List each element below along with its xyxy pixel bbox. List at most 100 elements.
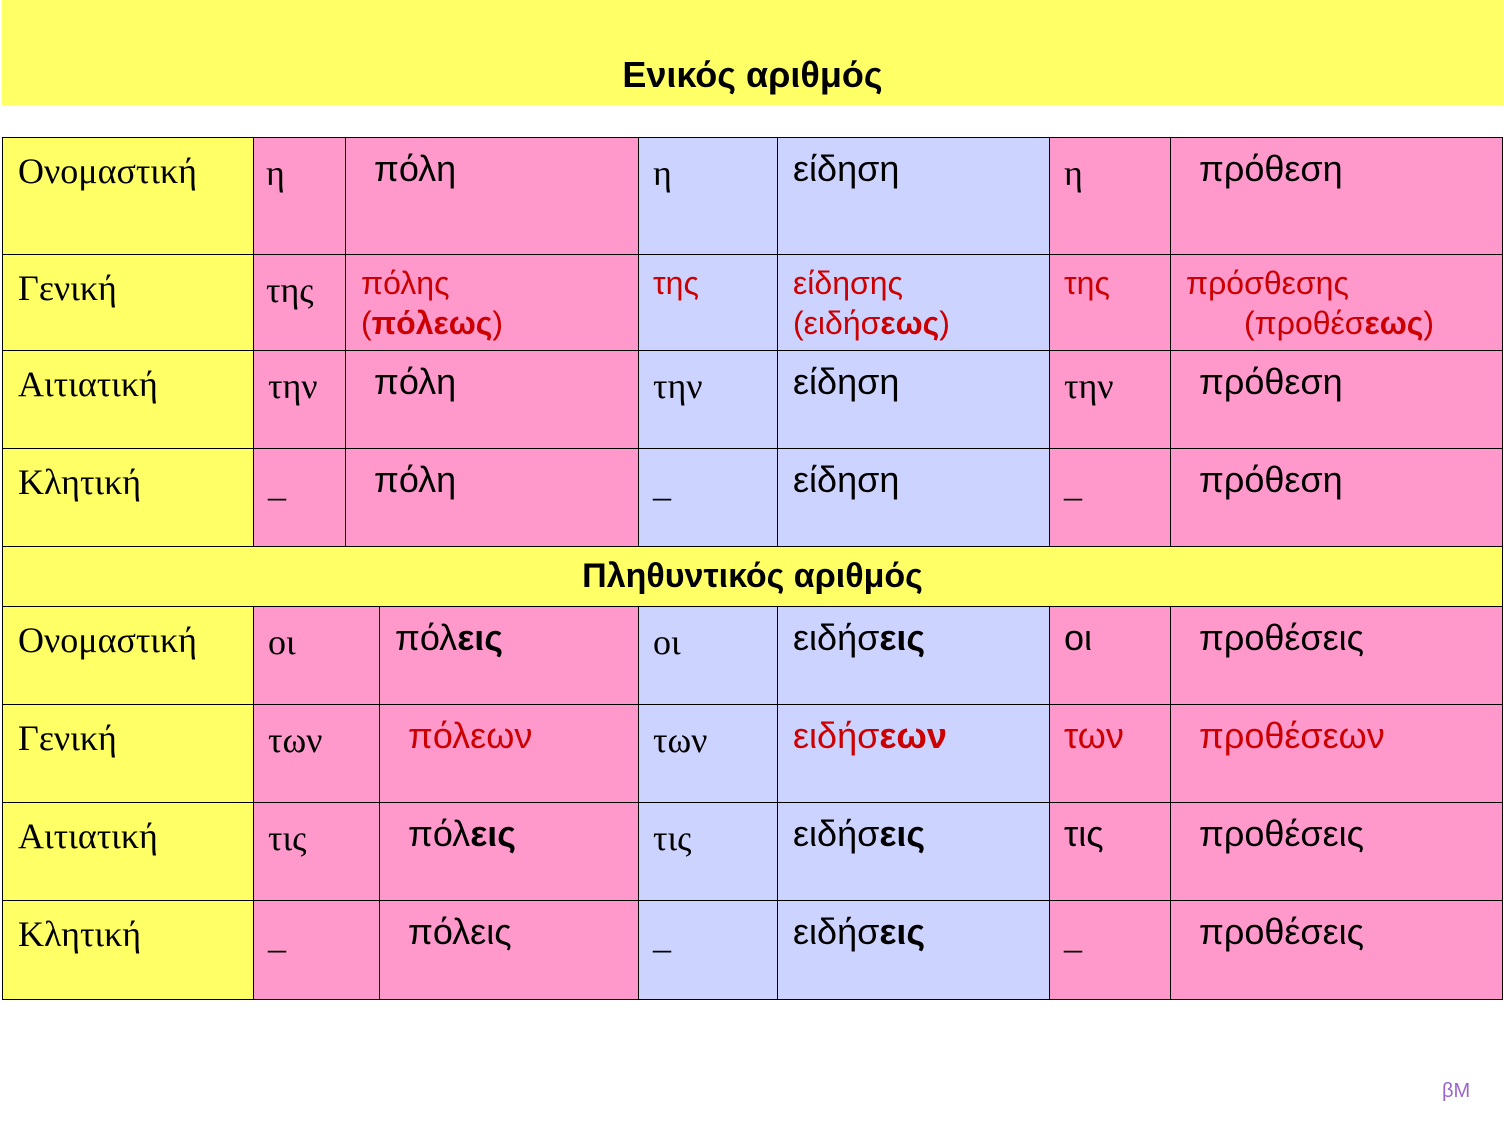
article-cell: των	[638, 704, 778, 803]
noun: ειδήσεις	[793, 813, 926, 854]
noun: πόλη	[374, 148, 457, 189]
article-cell: _	[638, 900, 778, 1000]
case-cell: Κλητική	[2, 448, 254, 547]
noun-archaic: (προθέσεως)	[1244, 305, 1435, 341]
plural-title: Πληθυντικός αριθμός	[582, 557, 923, 595]
article-cell: _	[1049, 900, 1171, 1000]
article: οι	[1064, 617, 1093, 658]
article-cell: οι	[638, 606, 778, 705]
article: την	[268, 366, 318, 406]
noun: πόλη	[374, 361, 457, 402]
article: των	[268, 720, 323, 760]
article: την	[1064, 366, 1114, 406]
noun: πόλεις	[408, 911, 512, 952]
case-cell: Αιτιατική	[2, 350, 254, 449]
noun-cell: είδησης (ειδήσεως)	[777, 254, 1050, 351]
article-cell: οι	[253, 606, 380, 705]
case-label: Αιτιατική	[18, 364, 158, 404]
article: των	[653, 720, 708, 760]
article-cell: _	[1049, 448, 1171, 547]
case-label: Ονομαστική	[18, 620, 197, 660]
case-label: Κλητική	[18, 462, 142, 502]
author-signature: βΜ	[1442, 1080, 1471, 1102]
article: η	[266, 153, 285, 193]
article-cell: τις	[1049, 802, 1171, 901]
case-label: Ονομαστική	[18, 151, 197, 191]
article-cell: η	[253, 137, 346, 255]
noun-cell: πρόθεση	[1170, 137, 1503, 255]
noun: είδηση	[793, 148, 900, 189]
article: την	[653, 366, 703, 406]
case-label: Γενική	[18, 268, 117, 308]
noun-cell: ειδήσεις	[777, 606, 1050, 705]
noun: προθέσεις	[1199, 617, 1365, 658]
article: _	[268, 916, 286, 956]
noun: είδησης	[793, 265, 903, 301]
noun: ειδήσεις	[793, 911, 926, 952]
noun: πόλης	[361, 265, 450, 301]
noun: ειδήσεων	[793, 715, 947, 756]
article-cell: _	[638, 448, 778, 547]
article: οι	[653, 622, 681, 662]
noun: είδηση	[793, 459, 900, 500]
article-cell: της	[253, 254, 346, 351]
noun-cell: πόλης (πόλεως)	[345, 254, 640, 351]
case-cell: Κλητική	[2, 900, 254, 1000]
article: _	[653, 464, 671, 504]
noun: πόλεις	[395, 617, 503, 658]
article: της	[653, 265, 699, 301]
article-cell: _	[253, 448, 346, 547]
article: τις	[1064, 813, 1104, 854]
case-cell: Αιτιατική	[2, 802, 254, 901]
noun: πρόθεση	[1199, 361, 1343, 402]
article: η	[653, 153, 672, 193]
noun-cell: προθέσεις	[1170, 606, 1503, 705]
noun-cell: πόλεις	[379, 802, 640, 901]
article: _	[1064, 916, 1082, 956]
title-band: Ενικός αριθμός	[2, 0, 1503, 105]
article-cell: οι	[1049, 606, 1171, 705]
article-cell: η	[638, 137, 778, 255]
noun-cell: πόλη	[345, 137, 640, 255]
noun: πρόθεση	[1199, 148, 1343, 189]
noun-cell: προθέσεις	[1170, 802, 1503, 901]
noun: προθέσεις	[1199, 813, 1365, 854]
article: _	[268, 464, 286, 504]
article: τις	[653, 818, 692, 858]
article: της	[266, 270, 314, 310]
article: της	[1064, 265, 1110, 301]
case-cell: Ονομαστική	[2, 137, 254, 255]
noun-cell: προθέσεων	[1170, 704, 1503, 803]
noun-cell: ειδήσεις	[777, 802, 1050, 901]
noun: πόλεων	[408, 715, 533, 756]
noun: πόλη	[374, 459, 457, 500]
article-cell: _	[253, 900, 380, 1000]
noun-cell: ειδήσεις	[777, 900, 1050, 1000]
case-cell: Γενική	[2, 254, 254, 351]
article: _	[1064, 464, 1082, 504]
case-cell: Ονομαστική	[2, 606, 254, 705]
noun-cell: πόλη	[345, 448, 640, 547]
page-title: Ενικός αριθμός	[622, 54, 883, 95]
noun-cell: πόλη	[345, 350, 640, 449]
noun: προθέσεις	[1199, 911, 1365, 952]
noun-cell: είδηση	[777, 350, 1050, 449]
article-cell: τις	[638, 802, 778, 901]
article: των	[1064, 715, 1124, 756]
case-label: Αιτιατική	[18, 816, 158, 856]
noun: πρόθεση	[1199, 459, 1343, 500]
article-cell: της	[638, 254, 778, 351]
noun-cell: πόλεων	[379, 704, 640, 803]
noun: πόλεις	[408, 813, 516, 854]
article: τις	[268, 818, 307, 858]
article-cell: η	[1049, 137, 1171, 255]
article-cell: τις	[253, 802, 380, 901]
plural-header: Πληθυντικός αριθμός	[2, 546, 1503, 607]
case-cell: Γενική	[2, 704, 254, 803]
noun-cell: πρόθεση	[1170, 350, 1503, 449]
case-label: Κλητική	[18, 914, 142, 954]
noun-archaic: (πόλεως)	[361, 305, 504, 341]
noun-cell: είδηση	[777, 448, 1050, 547]
noun: είδηση	[793, 361, 900, 402]
noun-cell: πόλεις	[379, 900, 640, 1000]
